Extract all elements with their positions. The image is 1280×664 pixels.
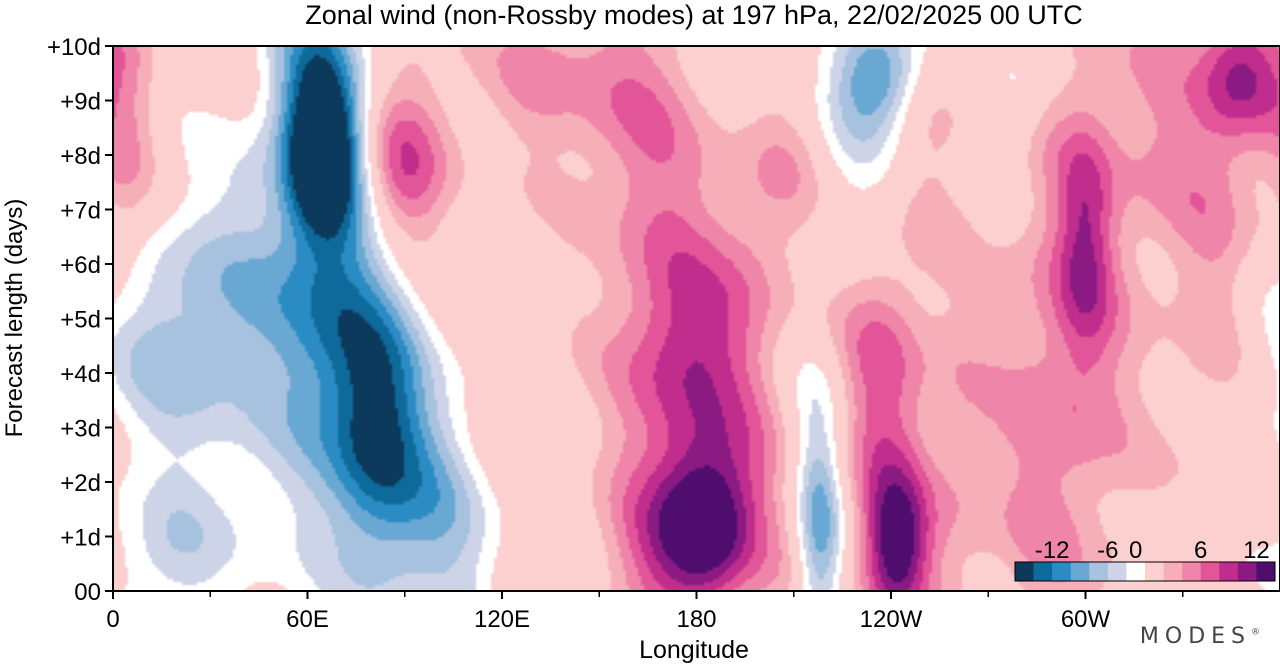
modes-logo: MODES® [1140, 624, 1260, 649]
x-tick-label: 120W [860, 606, 923, 633]
colorbar-swatch [1070, 562, 1090, 581]
x-tick-label: 120E [474, 606, 530, 633]
colorbar-legend: -12 -6 0 6 12 [1014, 537, 1276, 582]
colorbar-swatch [1219, 562, 1239, 581]
x-tick-label: 180 [676, 606, 716, 633]
colorbar-swatch [1163, 562, 1183, 581]
y-tick-label: +2d [60, 470, 101, 497]
y-tick-label: +5d [60, 307, 101, 334]
brand-registered-mark: ® [1251, 627, 1260, 638]
x-tick-label: 0 [106, 606, 119, 633]
x-axis: 0 60E 120E 180 120W 60W [106, 591, 1184, 633]
colorbar-swatch [1033, 562, 1053, 581]
x-tick-label: 60E [286, 606, 329, 633]
wind-field-raster [113, 46, 1280, 591]
y-axis: 00 +1d +2d +3d +4d +5d +6d +7d +8d +9d +10d [47, 34, 113, 606]
colorbar-label: 0 [1129, 537, 1142, 564]
colorbar-label: -6 [1097, 537, 1118, 564]
brand-name: MODES [1139, 624, 1251, 649]
colorbar-swatch [1256, 562, 1276, 581]
colorbar-label: 12 [1243, 537, 1270, 564]
colorbar-swatch [1126, 562, 1146, 581]
colorbar-swatch [1089, 562, 1109, 581]
colorbar-swatch [1107, 562, 1127, 581]
y-tick-label: +3d [60, 416, 101, 443]
colorbar-frame [1014, 561, 1276, 582]
colorbar-swatch [1015, 562, 1034, 581]
y-tick-label: +10d [47, 34, 101, 61]
x-axis-title: Longitude [639, 636, 749, 664]
chart-title: Zonal wind (non-Rossby modes) at 197 hPa… [305, 0, 1082, 30]
y-tick-label: +9d [60, 89, 101, 116]
y-tick-label: 00 [74, 579, 101, 606]
colorbar-swatch [1052, 562, 1072, 581]
y-tick-label: +4d [60, 361, 101, 388]
y-tick-label: +1d [60, 525, 101, 552]
colorbar-swatch [1200, 562, 1220, 581]
colorbar-label: 6 [1194, 537, 1207, 564]
y-axis-title: Forecast length (days) [1, 199, 28, 438]
y-tick-label: +8d [60, 143, 101, 170]
wind-field [113, 46, 1280, 591]
y-tick-label: +7d [60, 198, 101, 225]
y-tick-label: +6d [60, 252, 101, 279]
colorbar-label: -12 [1035, 537, 1070, 564]
colorbar-swatch [1145, 562, 1164, 581]
colorbar-swatch [1237, 562, 1257, 581]
x-tick-label: 60W [1061, 606, 1111, 633]
colorbar-swatch [1182, 562, 1202, 581]
